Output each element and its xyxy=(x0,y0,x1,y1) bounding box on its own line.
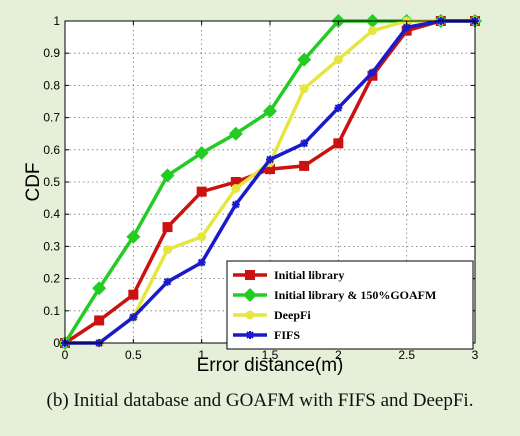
legend-item: DeepFi xyxy=(233,308,311,322)
data-point xyxy=(163,277,172,286)
y-tick-label: 0.6 xyxy=(43,143,60,157)
y-tick-label: 1 xyxy=(53,14,60,28)
data-point xyxy=(263,104,277,119)
figure-caption: (b) Initial database and GOAFM with FIFS… xyxy=(46,390,474,411)
legend-label: Initial library & 150%GOAFM xyxy=(274,288,436,302)
y-tick-label: 0.4 xyxy=(43,207,60,221)
data-point xyxy=(196,186,207,197)
x-tick-label: 1.5 xyxy=(262,348,279,362)
marker-stroke xyxy=(163,278,172,286)
x-tick-label: 0 xyxy=(62,348,69,362)
data-point xyxy=(92,281,107,296)
marker-stroke xyxy=(402,23,411,32)
data-point xyxy=(265,164,275,175)
grid xyxy=(65,21,475,343)
data-point xyxy=(334,103,343,112)
legend-swatch-marker xyxy=(245,310,255,320)
marker-stroke xyxy=(334,104,343,112)
marker-stroke xyxy=(266,155,274,164)
marker-stroke xyxy=(300,139,308,148)
legend-swatch-marker xyxy=(243,288,257,302)
data-point xyxy=(368,68,377,77)
x-tick-label: 3 xyxy=(472,348,479,362)
legend-swatch-marker xyxy=(246,331,254,339)
series-fifs xyxy=(61,17,479,347)
y-tick-label: 0.9 xyxy=(43,46,60,60)
legend-item: Initial library & 150%GOAFM xyxy=(233,288,436,302)
x-tick-label: 0.5 xyxy=(125,348,142,362)
marker-stroke xyxy=(129,313,138,321)
data-point xyxy=(94,315,105,326)
y-tick-label: 0.2 xyxy=(43,272,60,286)
y-tick-label: 0.7 xyxy=(43,111,60,125)
marker-stroke xyxy=(197,258,206,267)
data-point xyxy=(197,232,207,242)
data-point xyxy=(197,258,206,267)
data-point xyxy=(266,155,274,164)
x-tick-label: 2 xyxy=(335,348,342,362)
y-axis-label: CDF xyxy=(23,162,44,201)
data-point xyxy=(299,160,310,171)
data-point xyxy=(163,245,172,255)
marker-stroke xyxy=(368,68,377,77)
data-point xyxy=(297,52,312,67)
x-tick-label: 2.5 xyxy=(398,348,415,362)
y-tick-label: 0.8 xyxy=(43,78,60,92)
data-point xyxy=(228,126,243,141)
legend-label: DeepFi xyxy=(274,308,311,322)
data-point xyxy=(231,200,240,209)
y-tick-label: 0.1 xyxy=(43,304,60,318)
y-tick-label: 0.3 xyxy=(43,239,60,253)
data-point xyxy=(160,168,175,183)
data-point xyxy=(231,183,241,193)
data-point xyxy=(230,177,241,187)
legend-item: Initial library xyxy=(233,268,344,282)
y-tick-label: 0 xyxy=(53,336,60,350)
data-point xyxy=(333,138,344,149)
marker-stroke xyxy=(246,331,254,339)
data-point xyxy=(300,139,309,148)
x-axis-label: Error distance(m) xyxy=(197,355,344,376)
data-point xyxy=(368,26,377,36)
legend-item: FIFS xyxy=(233,328,300,342)
legend-label: Initial library xyxy=(274,268,344,282)
x-tick-label: 1 xyxy=(198,348,205,362)
data-point xyxy=(299,84,309,94)
data-point xyxy=(333,55,343,65)
data-point xyxy=(128,289,139,300)
data-point xyxy=(162,222,173,233)
legend: Initial library Initial library & 150%GOA… xyxy=(226,260,474,350)
legend-label: FIFS xyxy=(274,328,300,342)
marker-stroke xyxy=(232,200,240,209)
legend-box xyxy=(226,260,474,350)
y-tick-label: 0.5 xyxy=(43,175,60,189)
legend-swatch-marker xyxy=(245,270,255,280)
data-point xyxy=(126,229,141,244)
data-point xyxy=(194,146,209,161)
data-point xyxy=(129,313,138,322)
